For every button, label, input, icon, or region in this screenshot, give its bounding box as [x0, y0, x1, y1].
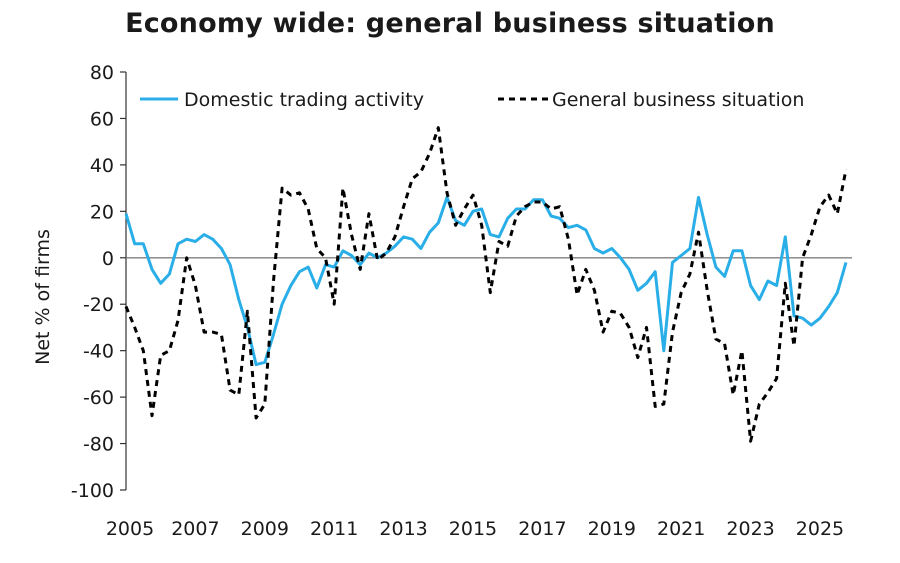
y-tick-label: -80 — [83, 434, 114, 456]
y-tick-label: 60 — [90, 108, 114, 130]
x-tick-label: 2019 — [588, 518, 636, 540]
x-tick-label: 2025 — [796, 518, 844, 540]
y-tick-label: -20 — [83, 294, 114, 316]
x-tick-label: 2015 — [449, 518, 497, 540]
y-axis-label: Net % of firms — [32, 229, 54, 365]
chart-title: Economy wide: general business situation — [125, 8, 775, 39]
y-tick-label: 40 — [90, 155, 114, 177]
x-tick-label: 2009 — [241, 518, 289, 540]
legend-label-domestic: Domestic trading activity — [184, 89, 424, 111]
x-tick-label: 2023 — [726, 518, 774, 540]
series-line-general-business-situation — [124, 126, 848, 443]
y-tick-label: 0 — [102, 248, 114, 270]
x-tick-label: 2017 — [518, 518, 566, 540]
x-tick-label: 2007 — [171, 518, 219, 540]
y-tick-label: -40 — [83, 341, 114, 363]
legend: Domestic trading activity General busine… — [140, 89, 804, 111]
series-line-domestic-trading-activity — [124, 195, 848, 367]
x-tick-label: 2021 — [657, 518, 705, 540]
x-axis: 2005 2007 2009 2011 2013 2015 2017 2019 2021 2023… — [106, 518, 844, 540]
legend-label-general: General business situation — [552, 89, 804, 111]
series-layer — [124, 126, 848, 443]
y-tick-label: -100 — [71, 480, 114, 502]
x-tick-label: 2013 — [379, 518, 427, 540]
x-tick-label: 2005 — [106, 518, 154, 540]
y-tick-label: 20 — [90, 201, 114, 223]
x-tick-label: 2011 — [310, 518, 358, 540]
y-tick-label: -60 — [83, 387, 114, 409]
y-tick-label: 80 — [90, 62, 114, 84]
y-axis: 80 60 40 20 0 -20 -40 -60 -80 -100 — [71, 62, 127, 502]
